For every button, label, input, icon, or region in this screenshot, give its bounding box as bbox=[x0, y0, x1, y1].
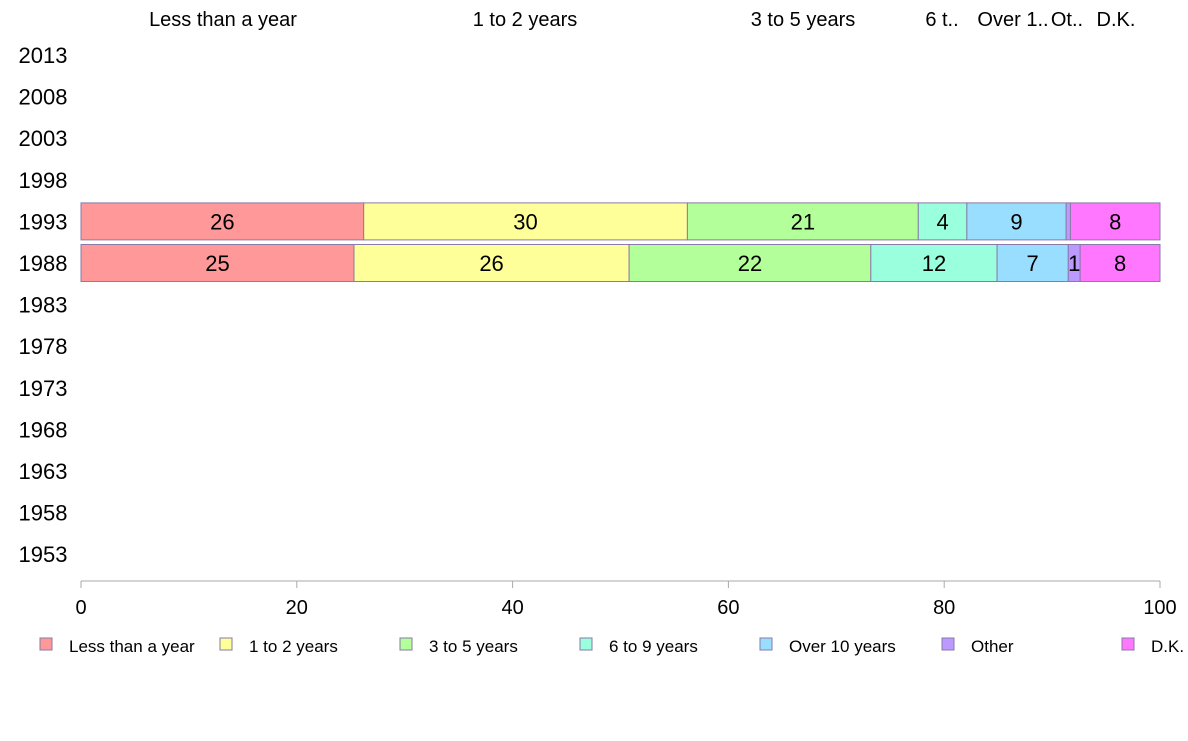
bar-value-label: 26 bbox=[210, 209, 234, 234]
bar-value-label: 21 bbox=[791, 209, 815, 234]
bar-segment bbox=[1069, 202, 1161, 241]
bar-value-label: 9 bbox=[1010, 209, 1022, 234]
y-tick-label: 2008 bbox=[19, 85, 68, 110]
top-column-label: Less than a year bbox=[149, 9, 297, 31]
bar-value-label: 25 bbox=[205, 251, 229, 276]
x-tick-label: 80 bbox=[933, 597, 955, 619]
legend-label: 6 to 9 years bbox=[609, 637, 698, 656]
x-tick-label: 60 bbox=[717, 597, 739, 619]
legend-swatch bbox=[39, 637, 53, 651]
y-tick-label: 1958 bbox=[19, 501, 68, 526]
y-tick-label: 1988 bbox=[19, 251, 68, 276]
top-column-label: 1 to 2 years bbox=[473, 9, 578, 31]
bar-segment bbox=[80, 202, 365, 241]
x-tick-label: 100 bbox=[1143, 597, 1176, 619]
y-tick-label: 2013 bbox=[19, 43, 68, 68]
bar-segment bbox=[628, 244, 872, 282]
top-column-label: Over 1.. bbox=[977, 9, 1048, 31]
bar-value-label: 22 bbox=[738, 251, 762, 276]
y-tick-label: 1993 bbox=[19, 209, 68, 234]
bar-segment bbox=[353, 244, 630, 282]
legend-swatch bbox=[1121, 637, 1135, 651]
legend-swatch bbox=[219, 637, 233, 651]
top-column-label: 6 t.. bbox=[925, 9, 958, 31]
bar-segment bbox=[80, 244, 355, 282]
bar-value-label: 30 bbox=[513, 209, 537, 234]
y-tick-label: 1998 bbox=[19, 168, 68, 193]
legend-label: D.K. bbox=[1151, 637, 1184, 656]
legend-label: Other bbox=[971, 637, 1014, 656]
legend-label: Over 10 years bbox=[789, 637, 896, 656]
y-tick-label: 1963 bbox=[19, 459, 68, 484]
bar-segment bbox=[1065, 202, 1071, 241]
y-tick-label: 1973 bbox=[19, 376, 68, 401]
bar-value-label: 26 bbox=[479, 251, 503, 276]
bar-segment bbox=[686, 202, 919, 241]
bar-segment bbox=[870, 244, 998, 282]
legend-label: Less than a year bbox=[69, 637, 195, 656]
y-tick-label: 1968 bbox=[19, 417, 68, 442]
bar-value-label: 7 bbox=[1027, 251, 1039, 276]
legend-label: 1 to 2 years bbox=[249, 637, 338, 656]
y-tick-label: 1953 bbox=[19, 542, 68, 567]
legend-swatch bbox=[941, 637, 955, 651]
bar-segment bbox=[1079, 244, 1161, 282]
bar-segment bbox=[363, 202, 688, 241]
legend-swatch bbox=[399, 637, 413, 651]
top-column-label: 3 to 5 years bbox=[751, 9, 856, 31]
bar-value-label: 8 bbox=[1114, 251, 1126, 276]
legend-swatch bbox=[759, 637, 773, 651]
x-tick-label: 40 bbox=[501, 597, 523, 619]
bar-value-label: 12 bbox=[922, 251, 946, 276]
bar-value-label: 8 bbox=[1109, 209, 1121, 234]
x-tick-label: 20 bbox=[286, 597, 308, 619]
bar-value-label: 4 bbox=[936, 209, 948, 234]
legend-swatch bbox=[579, 637, 593, 651]
bar-segment bbox=[966, 202, 1067, 241]
y-tick-label: 1978 bbox=[19, 334, 68, 359]
y-tick-label: 2003 bbox=[19, 126, 68, 151]
top-column-label: D.K. bbox=[1097, 9, 1136, 31]
y-tick-label: 1983 bbox=[19, 293, 68, 318]
top-column-label: Ot.. bbox=[1051, 9, 1083, 31]
bar-value-label: 1 bbox=[1068, 251, 1080, 276]
legend-label: 3 to 5 years bbox=[429, 637, 518, 656]
x-tick-label: 0 bbox=[75, 597, 86, 619]
